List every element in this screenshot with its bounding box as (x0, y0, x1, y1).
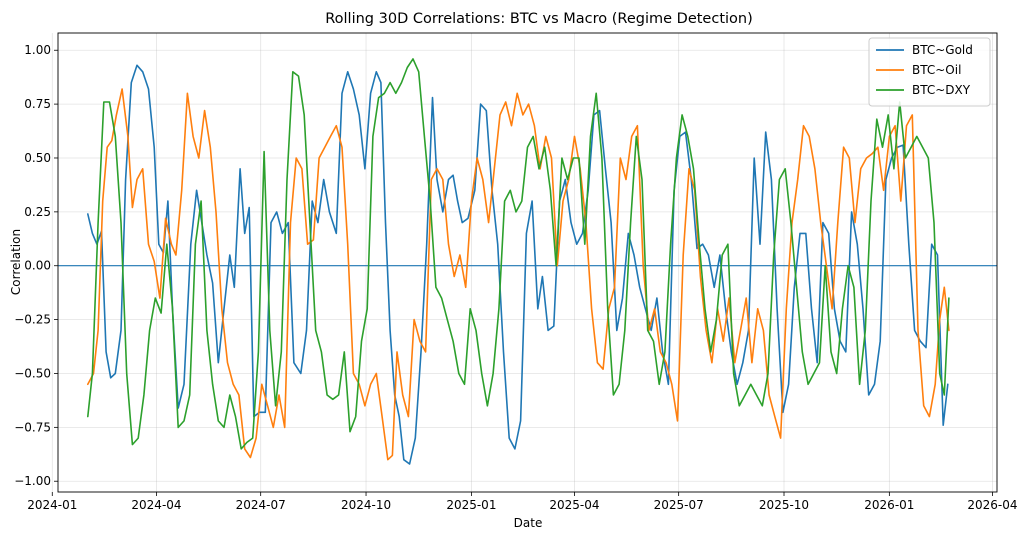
x-tick-label: 2026-04 (967, 498, 1017, 512)
y-tick-label: 0.00 (24, 259, 51, 273)
y-tick-label: −0.50 (14, 366, 51, 380)
y-tick-label: 0.50 (24, 151, 51, 165)
legend-box (868, 37, 991, 107)
y-tick-label: −1.00 (14, 474, 51, 488)
x-tick-label: 2025-07 (654, 498, 704, 512)
x-tick-label: 2024-10 (341, 498, 391, 512)
series-line-btc-oil (87, 88, 950, 461)
y-tick-label: 1.00 (24, 43, 51, 57)
series-layer (87, 58, 950, 465)
y-tick-label: 0.25 (24, 205, 51, 219)
x-axis: 2024-01 2024-04 2024-07 2024-10 2025-01 2025-… (27, 492, 1017, 512)
legend: BTC~Gold BTC~Oil BTC~DXY (868, 37, 991, 107)
y-axis-label: Correlation (9, 229, 23, 295)
chart-title: Rolling 30D Correlations: BTC vs Macro (… (325, 11, 753, 27)
y-axis: 1.00 0.75 0.50 0.25 0.00 −0.25 −0.50 −0.75 −1.00 (14, 43, 58, 488)
x-tick-label: 2025-04 (549, 498, 599, 512)
x-tick-label: 2025-10 (759, 498, 809, 512)
y-tick-label: 0.75 (24, 97, 51, 111)
x-axis-label: Date (514, 516, 543, 530)
series-line-btc-dxy (87, 58, 950, 450)
x-tick-label: 2024-01 (27, 498, 77, 512)
x-tick-label: 2024-04 (131, 498, 181, 512)
x-tick-label: 2025-01 (446, 498, 496, 512)
y-tick-label: −0.25 (14, 313, 51, 327)
legend-label: BTC~DXY (912, 83, 971, 97)
x-tick-label: 2024-07 (236, 498, 286, 512)
legend-label: BTC~Gold (912, 43, 973, 57)
plot-area-frame (57, 32, 998, 493)
x-tick-label: 2026-01 (864, 498, 914, 512)
y-tick-label: −0.75 (14, 420, 51, 434)
legend-label: BTC~Oil (912, 63, 961, 77)
